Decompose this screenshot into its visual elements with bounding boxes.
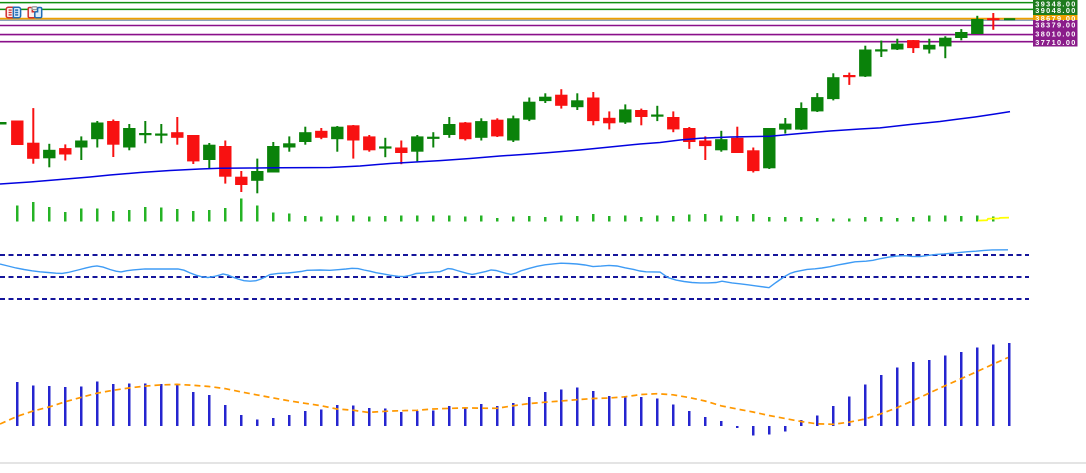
svg-text:38379.00: 38379.00 — [1035, 21, 1075, 30]
svg-text:38010.00: 38010.00 — [1035, 30, 1075, 39]
svg-text:39048.00: 39048.00 — [1035, 6, 1075, 15]
svg-text:37710.00: 37710.00 — [1035, 38, 1075, 47]
svg-text:39348.00: 39348.00 — [1035, 0, 1075, 8]
svg-text:38679.00: 38679.00 — [1035, 14, 1075, 23]
